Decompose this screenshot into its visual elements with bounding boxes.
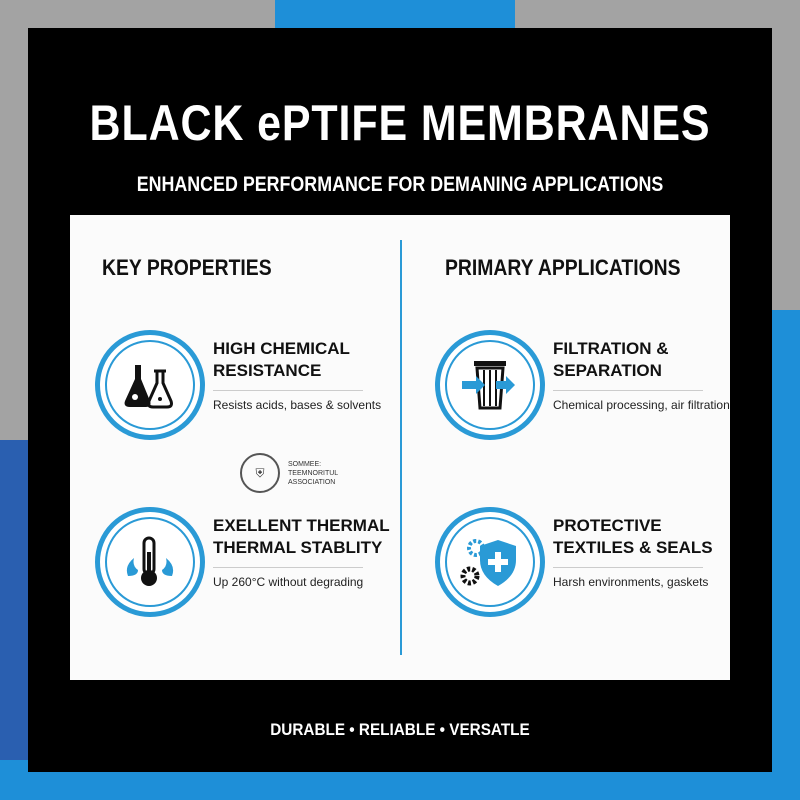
application-item: FILTRATION & SEPARATION Chemical process… <box>435 330 735 450</box>
item-title: HIGH CHEMICAL RESISTANCE <box>213 339 350 380</box>
item-rule <box>213 390 363 391</box>
content-card: KEY PROPERTIES PRIMARY APPLICATIONS HIGH… <box>70 215 730 680</box>
item-description: Harsh environments, gaskets <box>553 575 709 589</box>
filter-icon <box>435 330 545 440</box>
primary-applications-heading: PRIMARY APPLICATIONS <box>445 255 681 280</box>
item-rule <box>553 567 703 568</box>
thermometer-flame-icon <box>95 507 205 617</box>
shield-gear-icon <box>435 507 545 617</box>
item-rule <box>553 390 703 391</box>
footer-tagline: DURABLE • RELIABLE • VERSATLE <box>270 720 530 739</box>
item-description: Up 260°C without degrading <box>213 575 364 589</box>
item-title: PROTECTIVE TEXTILES & SEALS <box>553 516 713 557</box>
page-title: BLACK ePTIFE MEMBRANES <box>89 95 711 151</box>
key-properties-heading: KEY PROPERTIES <box>102 255 272 280</box>
application-item: PROTECTIVE TEXTILES & SEALS Harsh enviro… <box>435 507 735 627</box>
item-description: Chemical processing, air filtration <box>553 398 730 412</box>
seal-label: SOMMEE: TEEMNORITUL ASSOCIATION <box>288 460 338 486</box>
item-title: FILTRATION & SEPARATION <box>553 339 669 380</box>
association-seal: ⛨ SOMMEE: TEEMNORITUL ASSOCIATION <box>240 453 368 493</box>
flask-icon <box>95 330 205 440</box>
page-subtitle: ENHANCED PERFORMANCE FOR DEMANING APPLIC… <box>136 173 664 196</box>
column-divider <box>400 240 402 655</box>
seal-logo: ⛨ <box>240 453 280 493</box>
item-description: Resists acids, bases & solvents <box>213 398 382 412</box>
main-panel: BLACK ePTIFE MEMBRANES ENHANCED PERFORMA… <box>28 28 772 772</box>
item-rule <box>213 567 363 568</box>
property-item: HIGH CHEMICAL RESISTANCE Resists acids, … <box>95 330 395 450</box>
item-title: EXELLENT THERMAL THERMAL STABLITY <box>213 516 390 557</box>
property-item: EXELLENT THERMAL THERMAL STABLITY Up 260… <box>95 507 395 627</box>
